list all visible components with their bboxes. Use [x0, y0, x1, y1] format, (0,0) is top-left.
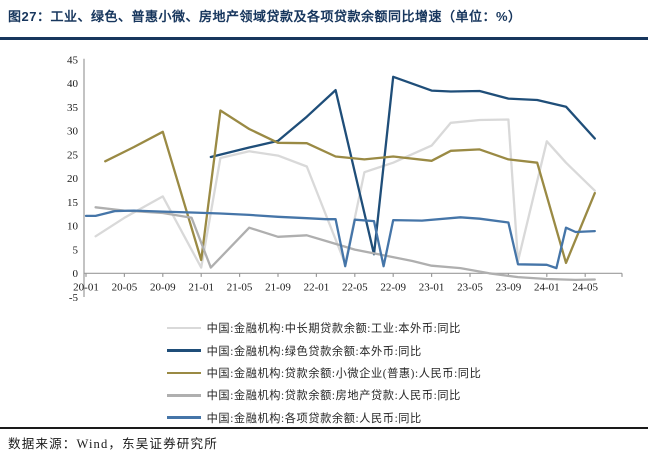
x-axis-tick-label: 21-01 [188, 282, 214, 294]
y-axis-tick-label: 40 [67, 78, 79, 90]
legend-line-swatch [166, 326, 201, 330]
legend-item-2: 中国:金融机构:贷款余额:小微企业(普惠):人民币:同比 [166, 362, 482, 384]
y-axis-tick-label: 35 [67, 102, 79, 114]
x-axis-tick-label: 22-09 [380, 282, 406, 294]
x-axis-tick-label: 22-01 [304, 282, 330, 294]
legend-item-3: 中国:金融机构:贷款余额:房地产贷款:人民币:同比 [166, 384, 461, 406]
series-line-3 [94, 206, 596, 282]
legend-item-1: 中国:金融机构:绿色贷款余额:本外币:同比 [166, 339, 422, 361]
y-axis-tick-label: 30 [67, 126, 79, 138]
y-axis-tick-label: 20 [67, 173, 79, 185]
x-axis-tick-label: 20-09 [150, 282, 176, 294]
source-divider [0, 427, 648, 429]
legend-label: 中国:金融机构:绿色贷款余额:本外币:同比 [206, 345, 422, 358]
y-axis-tick-label: 0 [73, 268, 79, 280]
y-axis-tick-label: 10 [67, 221, 79, 233]
legend-label: 中国:金融机构:中长期贷款余额:工业:本外币:同比 [206, 323, 461, 336]
x-axis-tick-label: 24-01 [534, 282, 560, 294]
y-axis-tick-label: 25 [67, 149, 79, 161]
legend-item-4: 中国:金融机构:各项贷款余额:人民币:同比 [166, 407, 422, 429]
line-chart-canvas: 45 40 35 30 25 20 15 10 5 0 -520-01 20-05 20-09 21-01… [67, 54, 623, 304]
chart-title: 图27：工业、绿色、普惠小微、房地产领域贷款及各项贷款余额同比增速（单位：%） [8, 9, 522, 24]
series-line-4 [84, 209, 596, 270]
x-axis-tick-label: 20-01 [73, 282, 99, 294]
x-axis-tick-label: 20-05 [112, 282, 138, 294]
legend-line-swatch [166, 371, 201, 375]
legend-item-0: 中国:金融机构:中长期贷款余额:工业:本外币:同比 [166, 317, 461, 339]
legend-label: 中国:金融机构:各项贷款余额:人民币:同比 [206, 412, 422, 425]
x-axis-tick-label: 21-09 [265, 282, 291, 294]
chart-legend: 中国:金融机构:中长期贷款余额:工业:本外币:同比 中国:金融机构:绿色贷款余额:… [0, 317, 648, 429]
series-line-2 [104, 109, 596, 265]
series-line-0 [94, 118, 596, 269]
legend-line-swatch [166, 394, 201, 397]
y-axis-tick-label: -5 [69, 292, 79, 304]
y-axis-tick-label: 45 [67, 54, 79, 66]
legend-line-swatch [166, 416, 201, 420]
legend-label: 中国:金融机构:贷款余额:房地产贷款:人民币:同比 [206, 390, 461, 403]
series-line-1 [209, 75, 596, 256]
x-axis-tick-label: 23-01 [419, 282, 445, 294]
x-axis-tick-label: 22-05 [342, 282, 368, 294]
legend-label: 中国:金融机构:贷款余额:小微企业(普惠):人民币:同比 [206, 367, 482, 380]
y-axis-tick-label: 5 [73, 244, 79, 256]
x-axis-tick-label: 23-09 [496, 282, 522, 294]
legend-line-swatch [166, 349, 201, 352]
data-source-note: 数据来源：Wind，东吴证券研究所 [8, 437, 218, 451]
x-axis-tick-label: 24-05 [572, 282, 598, 294]
y-axis-tick-label: 15 [67, 197, 79, 209]
x-axis-tick-label: 23-05 [457, 282, 483, 294]
x-axis-tick-label: 21-05 [227, 282, 253, 294]
title-underline [0, 37, 648, 40]
